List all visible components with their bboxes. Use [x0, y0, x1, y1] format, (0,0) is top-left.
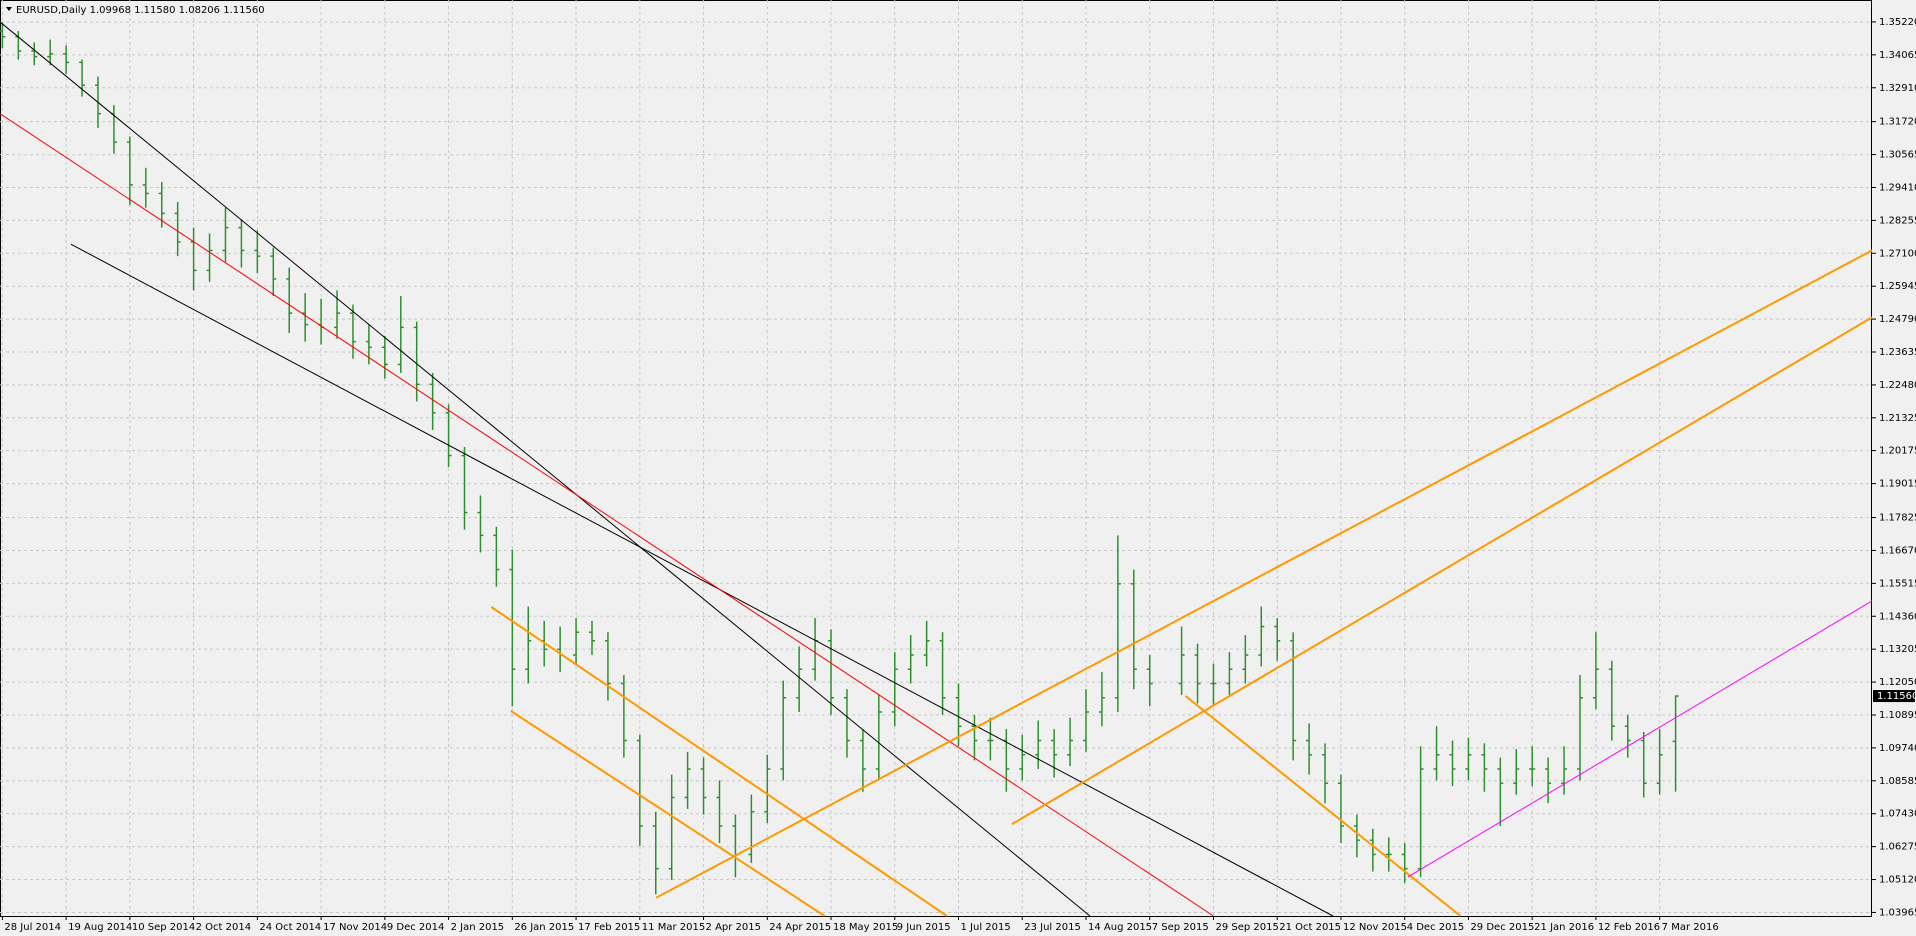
y-tick-label: 1.13205 — [1879, 644, 1916, 655]
y-tick-label: 1.10895 — [1879, 710, 1916, 721]
x-tick-label: 14 Aug 2015 — [1088, 922, 1152, 933]
y-tick-label: 1.08585 — [1879, 776, 1916, 787]
x-tick-label: 21 Oct 2015 — [1279, 922, 1341, 933]
y-tick-label: 1.07430 — [1879, 809, 1916, 820]
trend-line — [1407, 600, 1873, 878]
menu-arrow[interactable] — [6, 7, 12, 11]
x-tick-label: 17 Nov 2014 — [323, 922, 387, 933]
trend-line — [70, 243, 1334, 917]
x-tick-label: 2 Jan 2015 — [451, 922, 505, 933]
y-tick-label: 1.27100 — [1879, 248, 1916, 259]
x-tick-label: 28 Jul 2014 — [4, 922, 61, 933]
y-tick-label: 1.30565 — [1879, 150, 1916, 161]
y-tick-label: 1.32910 — [1879, 83, 1916, 94]
y-tick-label: 1.35220 — [1879, 17, 1916, 28]
x-tick-label: 12 Nov 2015 — [1343, 922, 1407, 933]
x-tick-label: 18 May 2015 — [833, 922, 898, 933]
last-price-label: 1.11560 — [1877, 691, 1916, 702]
x-tick-label: 29 Dec 2015 — [1470, 922, 1534, 933]
chart-title: EURUSD,Daily 1.09968 1.11580 1.08206 1.1… — [16, 5, 265, 16]
x-tick-label: 12 Feb 2016 — [1598, 922, 1660, 933]
x-tick-label: 11 Mar 2015 — [642, 922, 705, 933]
last-price-box — [1873, 690, 1915, 703]
plot-frame — [0, 0, 1872, 917]
y-tick-label: 1.15515 — [1879, 578, 1916, 589]
y-tick-label: 1.22480 — [1879, 380, 1916, 391]
x-tick-label: 2 Apr 2015 — [706, 922, 761, 933]
axes: 1.35220 1.34065 1.32910 1.31720 1.30565 1.294… — [1, 17, 1916, 933]
y-tick-label: 1.16670 — [1879, 545, 1916, 556]
x-tick-label: 24 Oct 2014 — [259, 922, 321, 933]
y-tick-label: 1.28255 — [1879, 215, 1916, 226]
y-tick-label: 1.23635 — [1879, 347, 1916, 358]
y-tick-label: 1.09740 — [1879, 743, 1916, 754]
y-tick-label: 1.03965 — [1879, 907, 1916, 918]
x-tick-label: 2 Oct 2014 — [196, 922, 251, 933]
x-tick-label: 26 Jan 2015 — [514, 922, 574, 933]
y-tick-label: 1.19015 — [1879, 479, 1916, 490]
y-tick-label: 1.05120 — [1879, 875, 1916, 886]
x-tick-label: 29 Sep 2015 — [1215, 922, 1278, 933]
trend-line — [510, 710, 826, 917]
x-tick-label: 4 Dec 2015 — [1407, 922, 1465, 933]
x-tick-label: 9 Jun 2015 — [897, 922, 951, 933]
marks — [0, 21, 1873, 917]
x-tick-label: 24 Apr 2015 — [769, 922, 831, 933]
y-tick-label: 1.17825 — [1879, 513, 1916, 524]
x-tick-label: 1 Jul 2015 — [961, 922, 1011, 933]
grid — [0, 0, 1872, 916]
trend-line — [1184, 695, 1462, 917]
x-tick-label: 23 Jul 2015 — [1024, 922, 1081, 933]
x-tick-label: 10 Sep 2014 — [132, 922, 195, 933]
y-tick-label: 1.25945 — [1879, 281, 1916, 292]
x-tick-label: 9 Dec 2014 — [387, 922, 445, 933]
x-tick-label: 7 Sep 2015 — [1152, 922, 1209, 933]
y-tick-label: 1.31720 — [1879, 117, 1916, 128]
y-tick-label: 1.34065 — [1879, 50, 1916, 61]
trend-line — [655, 249, 1873, 899]
trend-line — [490, 606, 948, 917]
trend-line — [0, 113, 1214, 917]
y-tick-label: 1.21325 — [1879, 413, 1916, 424]
y-tick-label: 1.06275 — [1879, 842, 1916, 853]
x-tick-label: 7 Mar 2016 — [1662, 922, 1719, 933]
y-tick-label: 1.14360 — [1879, 611, 1916, 622]
y-tick-label: 1.29410 — [1879, 182, 1916, 193]
trend-line — [1011, 316, 1873, 826]
trend-line — [0, 21, 1091, 917]
x-tick-label: 17 Feb 2015 — [578, 922, 640, 933]
y-tick-label: 1.20175 — [1879, 446, 1916, 457]
y-tick-label: 1.24790 — [1879, 314, 1916, 325]
y-tick-label: 1.12050 — [1879, 677, 1916, 688]
x-tick-label: 19 Aug 2014 — [68, 922, 132, 933]
x-tick-label: 21 Jan 2016 — [1534, 922, 1594, 933]
